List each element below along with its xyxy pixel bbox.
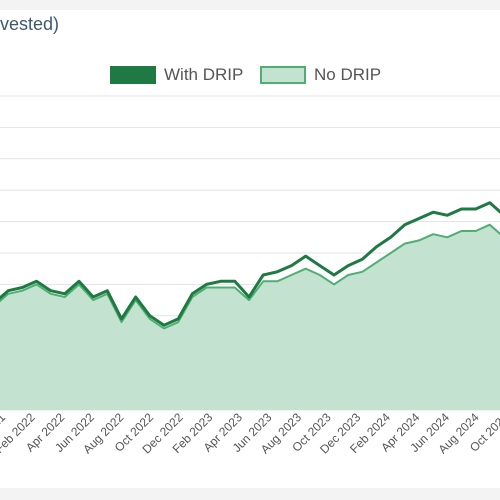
- chart-legend: With DRIP No DRIP: [0, 62, 500, 88]
- chart-title: vested): [0, 14, 60, 34]
- area-no-drip: [0, 224, 500, 410]
- legend-item-with-drip[interactable]: With DRIP: [110, 62, 243, 88]
- legend-swatch-no-drip: [260, 66, 306, 84]
- legend-label-with-drip: With DRIP: [164, 65, 244, 84]
- series-lines: [0, 201, 500, 330]
- legend-swatch-with-drip: [110, 66, 156, 84]
- area-layer: [0, 224, 500, 410]
- legend-label-no-drip: No DRIP: [314, 65, 382, 84]
- legend-item-no-drip[interactable]: No DRIP: [260, 62, 381, 88]
- line-with-drip: [0, 201, 500, 327]
- line-no-drip: [0, 223, 500, 330]
